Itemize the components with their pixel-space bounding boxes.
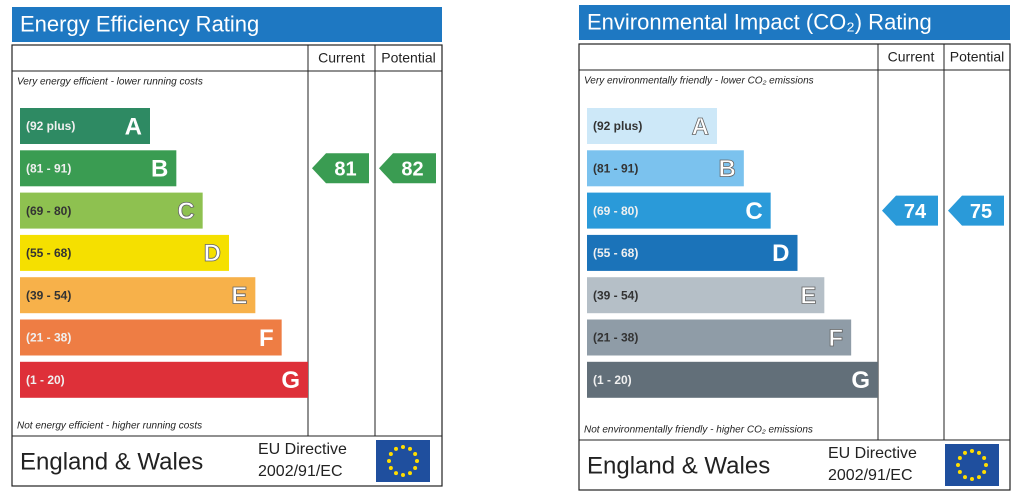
chart-title: Environmental Impact (CO₂) Rating	[587, 9, 932, 34]
band	[20, 361, 308, 398]
band	[587, 319, 852, 356]
footer-region: England & Wales	[587, 452, 770, 479]
eu-star	[982, 470, 987, 474]
band	[587, 234, 798, 271]
band-letter: E	[231, 283, 247, 310]
bottom-note: Not environmentally friendly - higher CO…	[584, 425, 813, 436]
band	[20, 277, 256, 314]
top-note: Very environmentally friendly - lower CO…	[584, 76, 814, 87]
bottom-note: Not energy efficient - higher running co…	[17, 421, 202, 432]
band-range: (21 - 38)	[26, 331, 71, 345]
band-range: (55 - 68)	[26, 246, 71, 260]
band-letter: B	[718, 156, 735, 183]
band-letter: E	[800, 283, 816, 310]
eu-star	[408, 471, 412, 476]
band-letter: G	[851, 367, 870, 394]
rating-value: 75	[970, 201, 992, 223]
eu-star	[957, 470, 962, 474]
eu-star	[956, 463, 960, 467]
eu-star	[977, 475, 981, 480]
band	[20, 319, 282, 356]
rating-arrow	[948, 195, 1004, 226]
band-range: (81 - 91)	[26, 161, 71, 175]
eu-star	[388, 452, 393, 456]
band-range: (39 - 54)	[593, 288, 638, 302]
band-range: (81 - 91)	[593, 161, 638, 175]
band-range: (1 - 20)	[26, 373, 65, 387]
band	[20, 150, 177, 187]
rating-value: 74	[904, 201, 927, 223]
rating-arrow	[379, 153, 436, 184]
band	[20, 108, 150, 144]
rating-value: 81	[334, 159, 356, 181]
eu-star	[977, 450, 981, 455]
eu-star	[401, 473, 405, 477]
title-bar	[12, 7, 442, 42]
eu-star	[413, 466, 418, 470]
footer-code: 2002/91/EC	[828, 467, 913, 484]
eu-star	[388, 466, 393, 470]
column-header: Current	[318, 50, 365, 66]
band	[587, 150, 744, 187]
top-note: Very energy efficient - lower running co…	[17, 77, 203, 88]
band	[587, 277, 825, 314]
eu-star	[415, 459, 419, 463]
eu-star	[413, 452, 418, 456]
band-letter: G	[281, 367, 300, 394]
eu-star	[982, 456, 987, 460]
band-letter: D	[772, 240, 789, 267]
eu-star	[957, 456, 962, 460]
band-letter: C	[177, 198, 194, 225]
rating-chart: Environmental Impact (CO₂) Rating Current…	[578, 5, 1011, 491]
band-letter: C	[745, 198, 762, 225]
rating-arrow	[312, 153, 369, 184]
band	[587, 192, 771, 229]
column-header: Potential	[950, 49, 1004, 65]
band	[20, 192, 203, 229]
band-range: (92 plus)	[593, 119, 642, 133]
band-letter: A	[125, 113, 142, 140]
eu-star	[394, 471, 398, 476]
column-header: Potential	[381, 50, 435, 66]
eu-star	[984, 463, 988, 467]
band-range: (1 - 20)	[593, 373, 632, 387]
eu-star	[963, 450, 967, 455]
footer-directive: EU Directive	[828, 445, 917, 462]
band-letter: D	[204, 240, 221, 267]
band-range: (55 - 68)	[593, 246, 638, 260]
eu-star	[408, 446, 412, 451]
rating-chart: Energy Efficiency Rating Current Potential…	[11, 7, 443, 487]
band-letter: B	[151, 156, 168, 183]
footer-directive: EU Directive	[258, 441, 347, 458]
band	[20, 234, 229, 271]
frame	[11, 44, 443, 487]
rating-value: 82	[401, 159, 423, 181]
footer-code: 2002/91/EC	[258, 463, 343, 480]
band-range: (92 plus)	[26, 119, 75, 133]
eu-star	[387, 459, 391, 463]
band-letter: A	[692, 113, 709, 140]
eu-star	[401, 445, 405, 449]
rating-arrow	[882, 195, 938, 226]
title-bar	[579, 5, 1010, 40]
band-letter: F	[828, 325, 843, 352]
eu-star	[394, 446, 398, 451]
band-range: (39 - 54)	[26, 288, 71, 302]
band-range: (69 - 80)	[593, 204, 638, 218]
band-range: (21 - 38)	[593, 331, 638, 345]
band-range: (69 - 80)	[26, 204, 71, 218]
eu-star	[963, 475, 967, 480]
chart-title: Energy Efficiency Rating	[20, 11, 259, 36]
eu-star	[970, 477, 974, 481]
frame	[578, 43, 1011, 491]
band	[587, 108, 717, 144]
footer-region: England & Wales	[20, 448, 203, 475]
band-letter: F	[259, 325, 274, 352]
eu-star	[970, 449, 974, 453]
band	[587, 361, 878, 398]
column-header: Current	[888, 49, 935, 65]
